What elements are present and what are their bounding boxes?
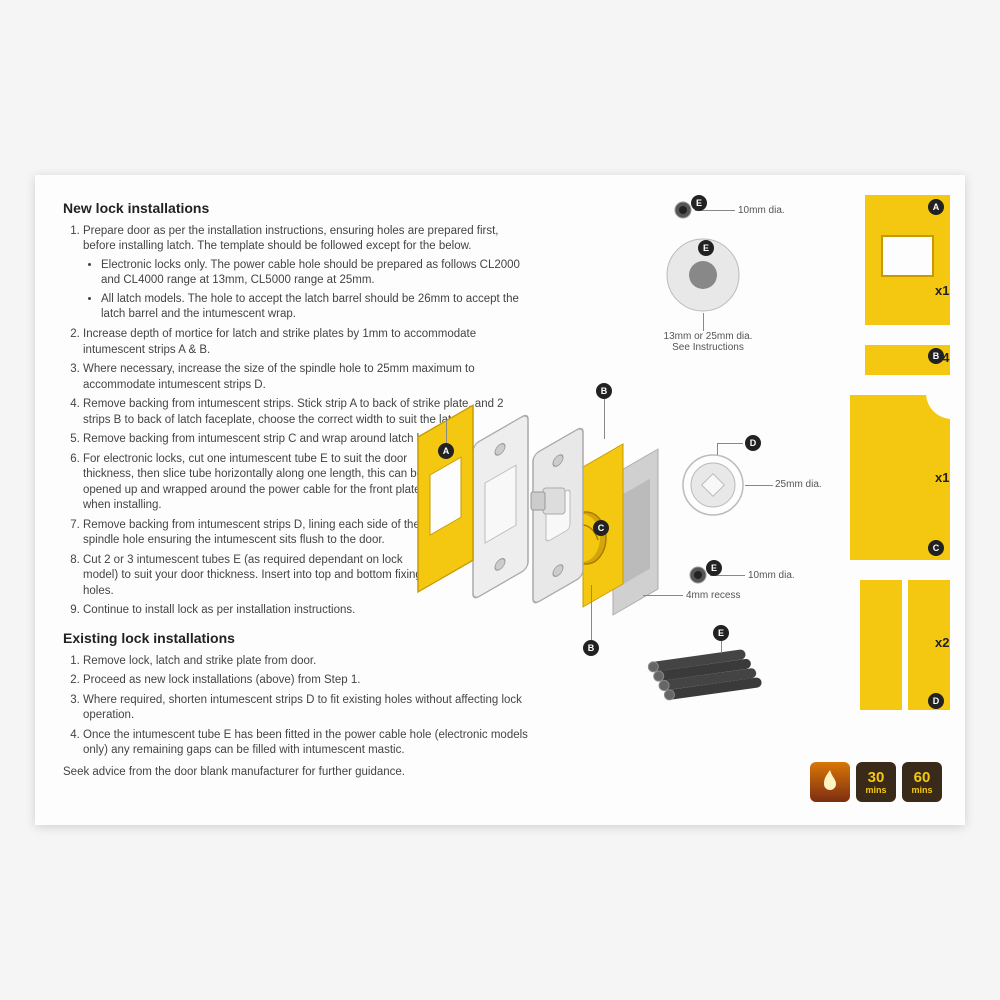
- leader-line: [717, 443, 743, 444]
- new-install-title: New lock installations: [63, 199, 533, 218]
- step-3: Where necessary, increase the size of th…: [83, 362, 533, 393]
- badge-D: D: [928, 693, 944, 709]
- step-8: Cut 2 or 3 intumescent tubes E (as requi…: [83, 553, 433, 600]
- leader-line: [717, 443, 718, 455]
- step-1a: Electronic locks only. The power cable h…: [101, 258, 533, 289]
- step-1b: All latch models. The hole to accept the…: [101, 292, 533, 323]
- badge-C: C: [928, 540, 944, 556]
- tubes-icon: [643, 645, 763, 705]
- fire-icon: [810, 762, 850, 802]
- qty-D: x2: [935, 635, 949, 650]
- badge-B: B: [596, 383, 612, 399]
- step-1: Prepare door as per the installation ins…: [83, 224, 533, 323]
- badge-B: B: [928, 348, 944, 364]
- label-13-25mm: 13mm or 25mm dia. See Instructions: [653, 331, 763, 353]
- leader-line: [703, 313, 704, 331]
- exploded-latch-diagram: [413, 395, 693, 645]
- qty-C: x1: [935, 470, 949, 485]
- leader-line: [604, 399, 605, 439]
- estep-4: Once the intumescent tube E has been fit…: [83, 728, 533, 759]
- label-10mm: 10mm dia.: [738, 205, 785, 216]
- badge-C: C: [593, 520, 609, 536]
- badge-30mins: 30 mins: [856, 762, 896, 802]
- badge-A: A: [438, 443, 454, 459]
- estep-2: Proceed as new lock installations (above…: [83, 673, 533, 689]
- leader-line: [721, 641, 722, 653]
- badge-D: D: [745, 435, 761, 451]
- badge-E: E: [698, 240, 714, 256]
- label-recess: 4mm recess: [686, 590, 740, 601]
- estep-1: Remove lock, latch and strike plate from…: [83, 654, 533, 670]
- hole-10mm-top-icon: [673, 200, 693, 220]
- badge-60mins: 60 mins: [902, 762, 942, 802]
- step-2: Increase depth of mortice for latch and …: [83, 327, 533, 358]
- diagram-area: E 10mm dia. E 13mm or 25mm dia. See Inst…: [533, 195, 950, 810]
- leader-line: [643, 595, 683, 596]
- badge-E: E: [713, 625, 729, 641]
- leader-line: [745, 485, 773, 486]
- existing-install-list: Remove lock, latch and strike plate from…: [63, 654, 533, 759]
- label-25mm: 25mm dia.: [775, 479, 822, 490]
- leader-line: [446, 420, 447, 445]
- badge-A: A: [928, 199, 944, 215]
- badge-B: B: [583, 640, 599, 656]
- step-6: For electronic locks, cut one intumescen…: [83, 452, 443, 514]
- step-7: Remove backing from intumescent strips D…: [83, 518, 433, 549]
- fire-rating-badges: 30 mins 60 mins: [810, 762, 942, 802]
- leader-line: [591, 585, 592, 640]
- badge-E: E: [691, 195, 707, 211]
- badge-E: E: [706, 560, 722, 576]
- estep-3: Where required, shorten intumescent stri…: [83, 693, 533, 724]
- qty-A: x1: [935, 283, 949, 298]
- footnote: Seek advice from the door blank manufact…: [63, 765, 533, 781]
- part-D-panel-1: [860, 580, 902, 710]
- label-10mm-b: 10mm dia.: [748, 570, 795, 581]
- instruction-sheet: New lock installations Prepare door as p…: [35, 175, 965, 825]
